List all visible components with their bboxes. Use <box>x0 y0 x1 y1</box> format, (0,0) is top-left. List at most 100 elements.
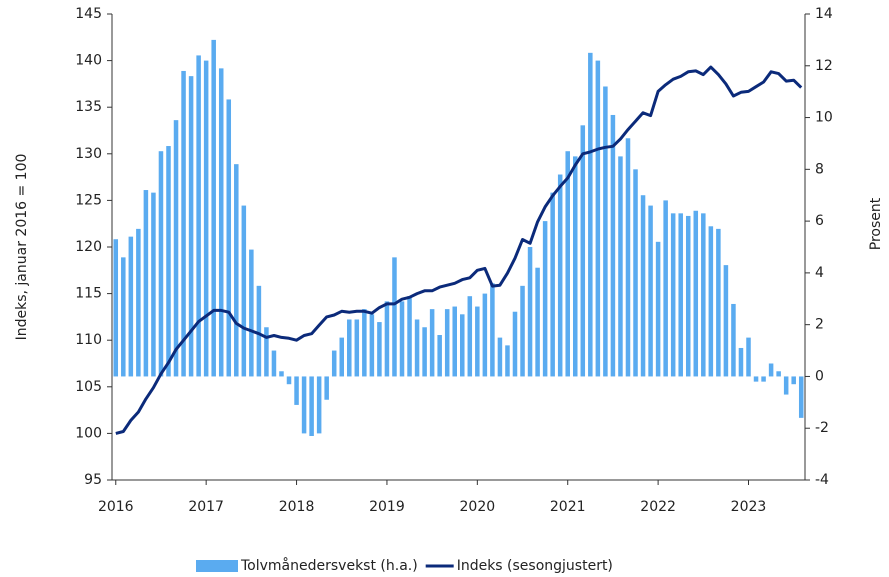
bar <box>482 293 488 377</box>
bar <box>181 70 186 377</box>
y-tick-label: 105 <box>75 379 102 395</box>
bar <box>610 114 616 377</box>
y-axis-label: Indeks, januar 2016 = 100 <box>14 154 30 341</box>
bar <box>158 151 164 377</box>
bar <box>429 309 435 377</box>
bar <box>249 249 254 377</box>
y2-tick-label: 6 <box>815 213 824 229</box>
bar <box>211 39 216 377</box>
bar <box>738 347 744 377</box>
bar <box>279 371 284 377</box>
bar <box>670 213 676 377</box>
bar <box>550 192 555 377</box>
bar <box>143 190 149 377</box>
bar <box>460 314 465 377</box>
bar <box>512 311 518 377</box>
bar <box>309 376 314 436</box>
bar <box>505 345 510 377</box>
x-tick-label: 2017 <box>188 499 224 515</box>
bar <box>663 200 668 377</box>
y-tick-label: 125 <box>75 192 102 208</box>
x-tick-label: 2022 <box>640 499 676 515</box>
legend-swatch <box>196 560 238 572</box>
bar <box>384 301 390 377</box>
bar <box>798 376 804 418</box>
bar <box>422 327 427 377</box>
bar <box>708 226 714 377</box>
y2-tick-label: 10 <box>815 110 833 126</box>
bar <box>595 60 601 377</box>
bar <box>271 350 277 377</box>
bar <box>655 241 661 377</box>
bar <box>572 156 578 377</box>
bar <box>294 376 299 405</box>
bar <box>527 247 533 377</box>
bar <box>467 296 473 377</box>
bar <box>685 215 691 377</box>
bar <box>188 76 194 377</box>
bar <box>618 156 623 377</box>
bar <box>791 376 796 385</box>
bar <box>557 174 563 377</box>
bar <box>128 236 134 377</box>
bar <box>497 337 503 377</box>
y-tick-label: 145 <box>75 6 102 22</box>
bar <box>392 257 397 377</box>
bar <box>625 138 631 377</box>
bar <box>196 55 201 377</box>
bar <box>603 86 608 377</box>
bar <box>588 52 593 377</box>
bar <box>324 376 329 400</box>
bar <box>746 337 751 377</box>
x-tick-label: 2021 <box>550 499 586 515</box>
bar <box>166 146 171 377</box>
y-tick-label: 140 <box>75 53 102 69</box>
x-tick-label: 2019 <box>369 499 405 515</box>
bar <box>377 322 382 377</box>
bar <box>286 376 292 385</box>
bar <box>354 319 360 377</box>
bar <box>264 327 269 377</box>
bar <box>136 228 141 377</box>
bar <box>362 309 367 377</box>
bar <box>783 376 789 395</box>
y-tick-label: 120 <box>75 239 102 255</box>
bar <box>218 68 224 377</box>
y2-tick-label: 8 <box>815 161 824 177</box>
bar <box>768 363 774 377</box>
bar <box>542 221 548 377</box>
bar <box>731 303 736 377</box>
bar <box>113 239 119 377</box>
bar <box>301 376 307 434</box>
bar <box>256 285 262 377</box>
y2-tick-label: -4 <box>815 472 829 488</box>
bar <box>753 376 759 382</box>
bar <box>640 195 646 377</box>
y2-tick-label: 2 <box>815 317 824 333</box>
y2-tick-label: -2 <box>815 420 829 436</box>
y2-tick-label: 0 <box>815 368 824 384</box>
bar <box>444 309 450 377</box>
bar <box>347 319 352 377</box>
bar <box>234 164 239 377</box>
x-tick-label: 2018 <box>279 499 315 515</box>
bar <box>437 335 442 377</box>
bar <box>633 169 638 377</box>
y2-tick-label: 12 <box>815 58 833 74</box>
legend-label: Indeks (sesongjustert) <box>457 558 613 574</box>
y-tick-label: 95 <box>84 472 102 488</box>
bar <box>407 296 412 377</box>
bar <box>331 350 337 377</box>
bar <box>580 125 586 377</box>
bar <box>723 265 729 377</box>
y2-tick-label: 14 <box>815 6 833 22</box>
bar <box>203 60 209 377</box>
bar <box>678 213 683 377</box>
y-tick-label: 110 <box>75 332 102 348</box>
bar <box>151 192 156 377</box>
bar <box>693 210 699 377</box>
bar <box>776 371 781 377</box>
bar <box>414 319 420 377</box>
bar <box>701 213 706 377</box>
